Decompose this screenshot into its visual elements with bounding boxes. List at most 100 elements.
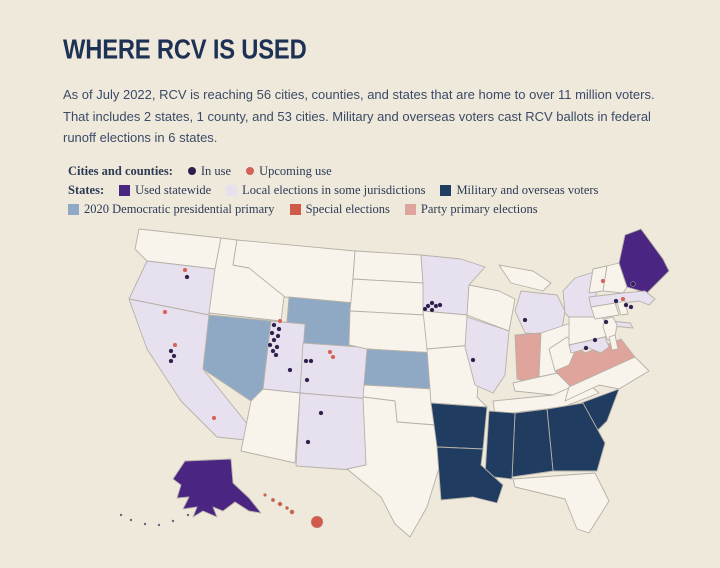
city-marker-in-use bbox=[271, 337, 277, 343]
state-SD bbox=[349, 278, 426, 316]
legend-swatch bbox=[119, 184, 131, 196]
city-marker-upcoming bbox=[211, 415, 217, 421]
state-ME bbox=[618, 228, 670, 294]
city-marker-in-use bbox=[287, 367, 293, 373]
state-HI-island bbox=[310, 515, 324, 528]
city-marker-in-use bbox=[274, 344, 280, 350]
city-marker-upcoming bbox=[172, 342, 178, 348]
state-CT bbox=[590, 302, 620, 320]
legend-swatch bbox=[440, 184, 452, 196]
state-AK bbox=[172, 458, 262, 518]
city-marker-in-use bbox=[623, 302, 629, 308]
legend-swatch bbox=[226, 184, 238, 196]
city-marker-in-use bbox=[271, 322, 277, 328]
state-TX bbox=[346, 396, 441, 538]
legend-row-states-1: States: Used statewide Local elections in… bbox=[68, 183, 720, 198]
legend-swatch bbox=[246, 167, 255, 176]
legend-row-cities: Cities and counties: In use Upcoming use bbox=[68, 164, 720, 179]
city-marker-in-use bbox=[583, 345, 589, 351]
city-marker-in-use bbox=[429, 300, 435, 306]
city-marker-upcoming bbox=[620, 296, 626, 302]
us-map bbox=[119, 228, 670, 538]
city-marker-in-use bbox=[273, 352, 279, 358]
state-NM bbox=[295, 392, 372, 472]
city-marker-in-use bbox=[267, 342, 273, 348]
state-FL bbox=[512, 472, 610, 534]
legend-swatch bbox=[404, 203, 416, 215]
state-LA bbox=[436, 446, 504, 504]
state-ND bbox=[352, 250, 424, 284]
state-HI-island bbox=[277, 501, 283, 507]
legend-label: Used statewide bbox=[135, 182, 212, 197]
legend-label: In use bbox=[200, 163, 232, 178]
state-AK-island bbox=[143, 522, 147, 525]
state-HI-island bbox=[270, 497, 276, 502]
state-AL bbox=[511, 408, 554, 478]
legend-label: Upcoming use bbox=[259, 163, 332, 178]
city-marker-in-use bbox=[429, 307, 435, 313]
state-AK-island bbox=[157, 523, 161, 526]
state-UT bbox=[262, 320, 306, 394]
city-marker-upcoming bbox=[330, 354, 336, 360]
legend-item-special-elections: Special elections bbox=[289, 201, 390, 217]
city-marker-in-use bbox=[522, 317, 528, 323]
legend-city-items: In use Upcoming use bbox=[187, 163, 332, 179]
city-marker-in-use bbox=[592, 337, 598, 343]
city-marker-in-use bbox=[171, 353, 177, 359]
state-IN bbox=[514, 332, 542, 384]
legend-cities-label: Cities and counties: bbox=[68, 163, 173, 178]
state-MI-UP bbox=[498, 264, 552, 292]
state-MD bbox=[568, 336, 610, 354]
legend-label: Special elections bbox=[305, 201, 390, 216]
state-DE bbox=[608, 334, 619, 351]
state-HI-island bbox=[289, 509, 295, 515]
legend-states-label: States: bbox=[68, 182, 105, 197]
state-AK-island bbox=[129, 518, 133, 521]
city-marker-in-use bbox=[275, 333, 281, 339]
state-MS bbox=[484, 410, 516, 480]
legend-item-party-primary-elections: Party primary elections bbox=[404, 201, 538, 217]
legend-row-states-2: 2020 Democratic presidential primary Spec… bbox=[68, 202, 720, 217]
legend-state-items-line1: Used statewide Local elections in some ju… bbox=[119, 183, 598, 198]
city-marker-in-use bbox=[303, 358, 309, 364]
city-marker-in-use bbox=[425, 303, 431, 309]
legend-swatch bbox=[187, 167, 196, 176]
city-marker-in-use bbox=[276, 326, 282, 332]
city-marker-in-use bbox=[318, 410, 324, 416]
city-marker-in-use bbox=[168, 348, 174, 354]
city-marker-in-use bbox=[308, 358, 314, 364]
legend-swatch bbox=[68, 203, 79, 215]
state-AK-island bbox=[171, 519, 175, 522]
legend-state-items-line2: 2020 Democratic presidential primary Spec… bbox=[68, 202, 538, 217]
state-HI-island bbox=[285, 505, 289, 510]
legend-label: 2020 Democratic presidential primary bbox=[84, 201, 275, 216]
state-AK-island bbox=[119, 513, 123, 516]
legend-label: Local elections in some jurisdictions bbox=[242, 182, 426, 197]
state-NH bbox=[602, 262, 628, 294]
state-KS bbox=[363, 348, 436, 390]
state-IL bbox=[464, 316, 510, 394]
legend-item-local-elections-in-some-jurisdictions: Local elections in some jurisdictions bbox=[226, 183, 425, 198]
city-marker-upcoming bbox=[600, 278, 606, 284]
state-HI-island bbox=[263, 492, 267, 497]
city-marker-upcoming bbox=[162, 309, 168, 315]
legend-label: Party primary elections bbox=[420, 201, 538, 216]
city-marker-upcoming bbox=[277, 318, 283, 324]
city-marker-in-use bbox=[630, 281, 636, 287]
legend-item-military-and-overseas-voters: Military and overseas voters bbox=[440, 183, 598, 198]
city-marker-in-use bbox=[184, 274, 190, 280]
city-marker-in-use bbox=[270, 348, 276, 354]
city-marker-in-use bbox=[603, 319, 609, 325]
legend-label: Military and overseas voters bbox=[456, 182, 599, 197]
city-marker-in-use bbox=[304, 377, 310, 383]
state-AZ bbox=[240, 388, 301, 464]
map-legend: Cities and counties: In use Upcoming use … bbox=[68, 164, 720, 217]
legend-item-2020-democratic-presidential-primary: 2020 Democratic presidential primary bbox=[68, 202, 275, 217]
city-marker-in-use bbox=[269, 330, 275, 336]
city-marker-in-use bbox=[422, 306, 428, 312]
legend-item-used-statewide: Used statewide bbox=[119, 183, 211, 198]
intro-text: As of July 2022, RCV is reaching 56 citi… bbox=[63, 87, 655, 146]
legend-item-in-use: In use bbox=[187, 163, 232, 179]
city-marker-in-use bbox=[168, 358, 174, 364]
legend-item-upcoming-use: Upcoming use bbox=[246, 164, 332, 179]
